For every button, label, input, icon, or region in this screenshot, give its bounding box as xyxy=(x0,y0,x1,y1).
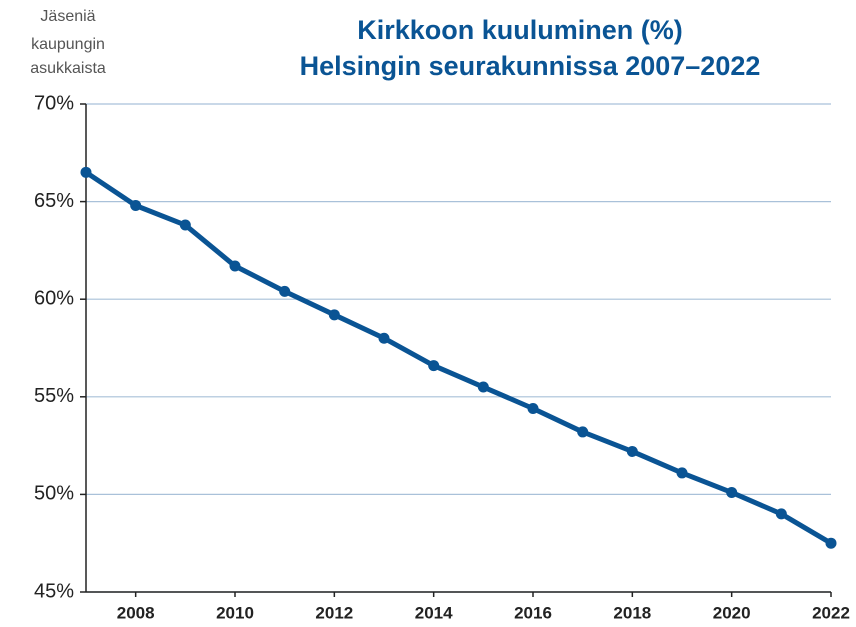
data-point xyxy=(577,426,589,438)
y-tick-label: 60% xyxy=(34,287,74,309)
y-axis-label: Jäseniä xyxy=(40,8,95,25)
data-point xyxy=(825,537,837,549)
y-tick-label: 65% xyxy=(34,190,74,212)
x-tick-label: 2020 xyxy=(713,603,751,622)
data-point xyxy=(378,332,390,344)
y-tick-label: 45% xyxy=(34,580,74,602)
y-tick-label: 55% xyxy=(34,385,74,407)
y-axis-label: asukkaista xyxy=(30,60,106,77)
y-axis-label: kaupungin xyxy=(31,36,105,53)
x-tick-label: 2022 xyxy=(812,603,850,622)
chart-title: Kirkkoon kuuluminen (%) xyxy=(357,15,683,45)
chart-subtitle: Helsingin seurakunnissa 2007–2022 xyxy=(300,51,761,81)
data-point xyxy=(229,260,241,272)
y-tick-label: 70% xyxy=(34,92,74,114)
data-point xyxy=(80,166,92,178)
data-point xyxy=(428,360,440,372)
data-point xyxy=(676,467,688,479)
data-line xyxy=(84,170,833,546)
x-tick-label: 2014 xyxy=(415,603,453,622)
x-tick-label: 2008 xyxy=(117,603,155,622)
data-point xyxy=(477,381,489,393)
data-point xyxy=(626,445,638,457)
x-tick-label: 2018 xyxy=(613,603,651,622)
data-point xyxy=(279,285,291,297)
data-point xyxy=(527,403,539,415)
data-point xyxy=(130,200,142,212)
y-tick-label: 50% xyxy=(34,483,74,505)
data-point xyxy=(179,219,191,231)
data-point xyxy=(726,486,738,498)
data-point xyxy=(775,508,787,520)
data-point xyxy=(328,309,340,321)
x-tick-label: 2016 xyxy=(514,603,552,622)
x-tick-label: 2012 xyxy=(315,603,353,622)
x-tick-label: 2010 xyxy=(216,603,254,622)
